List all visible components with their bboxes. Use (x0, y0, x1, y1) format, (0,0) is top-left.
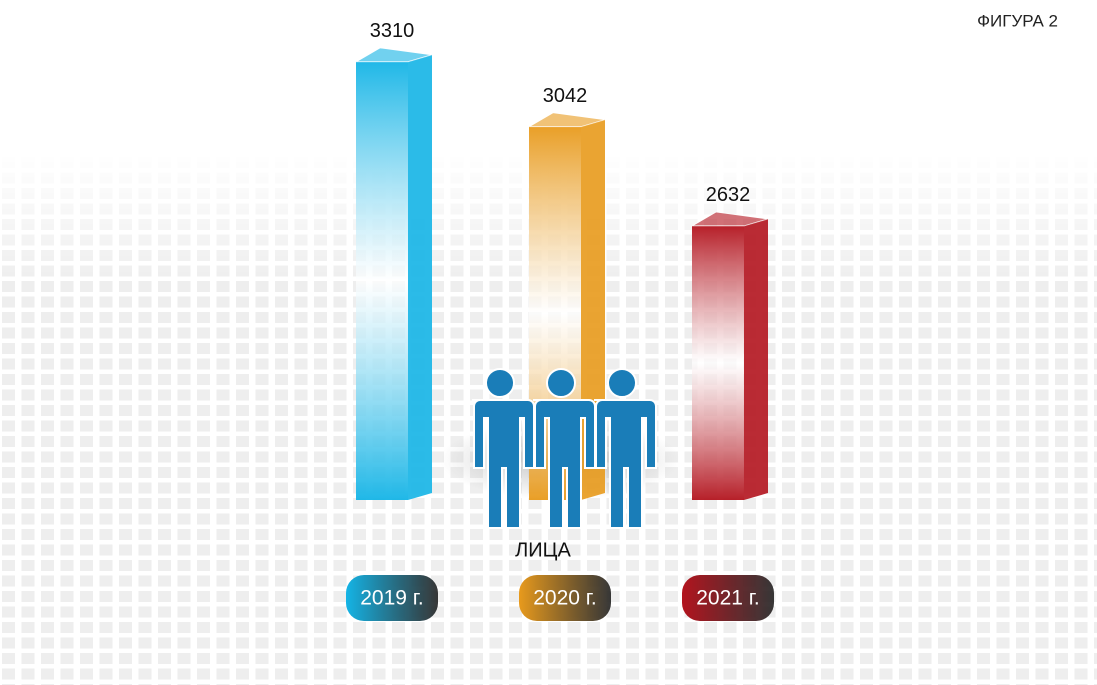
value-label: 3042 (543, 85, 588, 107)
x-tick-label: 2019 г. (360, 587, 423, 610)
year-pill (519, 575, 611, 621)
bar-top (690, 211, 769, 227)
bar (692, 225, 744, 501)
bar-side (744, 218, 768, 501)
bar-top (354, 47, 433, 63)
year-pill (346, 575, 438, 621)
subtitle: ЛИЦА (515, 539, 571, 561)
x-tick-label: 2021 г. (696, 587, 759, 610)
bars: 3310 2019 г. 3042 2020 г. 2632 2021 г. (346, 20, 774, 621)
value-label: 3310 (370, 20, 415, 42)
bar-side (408, 54, 432, 500)
value-label: 2632 (706, 184, 751, 206)
x-tick-label: 2020 г. (533, 587, 596, 610)
bar-top (527, 112, 606, 128)
year-pill (682, 575, 774, 621)
people-icon (472, 368, 657, 529)
chart-title: ФИГУРА 2 (977, 11, 1058, 30)
bar (356, 61, 408, 500)
